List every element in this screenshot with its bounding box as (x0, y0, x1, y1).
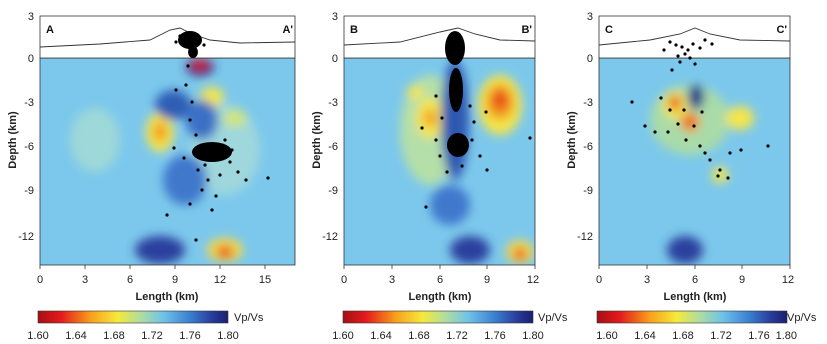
y-tick: 0 (28, 53, 34, 65)
x-tick: 6 (437, 274, 443, 286)
y-tick: -12 (577, 231, 593, 243)
section-end-label: A' (282, 24, 293, 36)
y-tick: -3 (328, 97, 338, 109)
earthquake-cluster (165, 31, 270, 242)
topography-profile (39, 27, 296, 48)
colorbar-tick: 1.68 (672, 330, 693, 342)
y-tick: -3 (24, 97, 34, 109)
x-tick: 12 (214, 274, 226, 286)
x-ticks: 0 3 6 9 12 (341, 265, 539, 286)
topography-box (39, 15, 296, 59)
x-tick: 3 (644, 274, 650, 286)
section-start-label: C (605, 24, 613, 36)
topography-box (343, 15, 536, 59)
colorbar-c: Vp/Vs 1.60 1.64 1.68 1.72 1.76 1.80 (596, 310, 817, 342)
colorbar-tick: 1.60 (332, 330, 353, 342)
y-tick: -6 (583, 141, 593, 153)
x-tick: 0 (596, 274, 602, 286)
x-axis-label: Length (km) (409, 291, 472, 303)
topography-profile (343, 27, 536, 46)
y-axis-label: Depth (km) (311, 111, 323, 169)
y-tick: -6 (328, 141, 338, 153)
colorbar-unit: Vp/Vs (538, 312, 568, 324)
colorbar-tick: 1.60 (596, 330, 617, 342)
panel-a: A A' Depth (km) Length (km) 0 3 6 9 12 1… (7, 11, 296, 303)
colorbar-gradient (596, 310, 788, 324)
colorbar-tick: 1.76 (179, 330, 200, 342)
colorbar-tick: 1.76 (748, 330, 769, 342)
topography-box (598, 15, 791, 59)
colorbar-unit: Vp/Vs (234, 312, 264, 324)
x-tick: 9 (172, 274, 178, 286)
y-ticks: 3 0 -3 -6 -9 -12 (577, 11, 593, 243)
colorbar-tick: 1.64 (65, 330, 86, 342)
colorbar-gradient (342, 310, 534, 324)
colorbar-tick: 1.64 (370, 330, 391, 342)
x-tick: 15 (259, 274, 271, 286)
colorbar-tick: 1.80 (522, 330, 543, 342)
x-tick: 6 (127, 274, 133, 286)
colorbar-tick: 1.80 (217, 330, 238, 342)
x-tick: 0 (341, 274, 347, 286)
x-tick: 3 (82, 274, 88, 286)
section-start-label: A (46, 24, 54, 36)
colorbar-tick: 1.64 (634, 330, 655, 342)
topography-profile (598, 27, 791, 46)
colorbar-a: Vp/Vs 1.60 1.64 1.68 1.72 1.76 1.80 (27, 310, 264, 342)
y-tick: 0 (332, 53, 338, 65)
panel-b: B B' Depth (km) Length (km) 0 3 6 9 12 3… (311, 11, 539, 303)
colorbar-tick: 1.68 (408, 330, 429, 342)
section-end-label: B' (521, 24, 532, 36)
section-end-label: C' (776, 24, 787, 36)
tomography-map (344, 58, 535, 265)
colorbar-tick: 1.60 (27, 330, 48, 342)
earthquake-cluster (420, 31, 532, 209)
y-tick: -9 (583, 185, 593, 197)
colorbar-unit: Vp/Vs (787, 312, 817, 324)
x-axis-label: Length (km) (664, 291, 727, 303)
y-ticks: 3 0 -3 -6 -9 -12 (322, 11, 338, 243)
section-start-label: B (350, 24, 358, 36)
y-tick: -6 (24, 141, 34, 153)
x-tick: 12 (782, 274, 794, 286)
colorbar-tick: 1.72 (446, 330, 467, 342)
x-tick: 9 (739, 274, 745, 286)
y-tick: -3 (583, 97, 593, 109)
y-tick: 3 (587, 11, 593, 23)
colorbar-tick: 1.76 (484, 330, 505, 342)
tomography-map (40, 58, 295, 265)
y-axis-label: Depth (km) (566, 111, 578, 169)
y-tick: -12 (322, 231, 338, 243)
x-tick: 3 (389, 274, 395, 286)
x-ticks: 0 3 6 9 12 (596, 265, 794, 286)
y-axis-label: Depth (km) (7, 111, 19, 169)
x-tick: 12 (527, 274, 539, 286)
x-axis-label: Length (km) (136, 291, 199, 303)
y-tick: 3 (332, 11, 338, 23)
y-tick: 3 (28, 11, 34, 23)
colorbar-tick: 1.80 (776, 330, 797, 342)
y-ticks: 3 0 -3 -6 -9 -12 (18, 11, 34, 243)
x-tick: 6 (692, 274, 698, 286)
colorbar-tick: 1.72 (141, 330, 162, 342)
x-tick: 9 (484, 274, 490, 286)
y-tick: -9 (24, 185, 34, 197)
panel-c: C C' Depth (km) Length (km) 0 3 6 9 12 3… (566, 11, 794, 303)
y-tick: 0 (587, 53, 593, 65)
earthquake-cluster (630, 38, 770, 180)
colorbar-tick: 1.68 (103, 330, 124, 342)
tomography-map (599, 58, 790, 265)
x-tick: 0 (37, 274, 43, 286)
x-ticks: 0 3 6 9 12 15 (37, 265, 271, 286)
colorbar-gradient (37, 310, 229, 324)
colorbar-tick: 1.72 (710, 330, 731, 342)
y-tick: -12 (18, 231, 34, 243)
y-tick: -9 (328, 185, 338, 197)
colorbar-b: Vp/Vs 1.60 1.64 1.68 1.72 1.76 1.80 (332, 310, 568, 342)
